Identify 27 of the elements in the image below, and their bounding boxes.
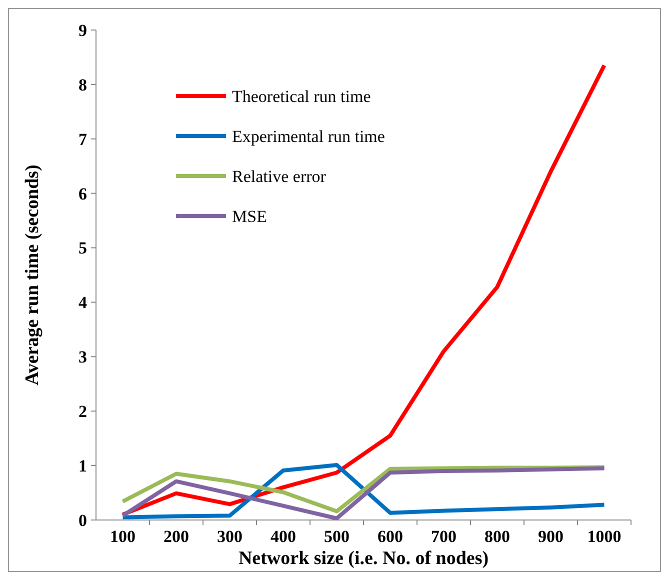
legend-label: Experimental run time — [232, 126, 385, 146]
y-tick-label: 5 — [78, 238, 87, 258]
line-series — [120, 63, 606, 517]
x-axis-title: Network size (i.e. No. of nodes) — [238, 548, 489, 569]
y-tick-label: 4 — [78, 293, 88, 312]
y-tick-label: 7 — [78, 130, 88, 149]
y-tick-label: 9 — [78, 20, 87, 40]
y-tick-label: 8 — [78, 75, 87, 94]
y-tick-label: 2 — [78, 402, 87, 422]
y-tick-label: 1 — [78, 456, 87, 476]
x-tick-label: 600 — [378, 527, 403, 546]
legend-label: Relative error — [232, 166, 326, 186]
y-tick-label: 6 — [78, 184, 87, 204]
x-tick-label: 700 — [431, 527, 456, 546]
legend-label: MSE — [232, 206, 267, 226]
y-axis-title: Average run time (seconds) — [22, 164, 43, 386]
y-tick-label: 3 — [78, 348, 87, 367]
x-tick-label: 300 — [217, 527, 242, 546]
x-tick-label: 1000 — [587, 527, 622, 546]
x-tick-label: 200 — [164, 527, 189, 546]
x-tick-label: 100 — [110, 527, 136, 546]
x-tick-label: 800 — [484, 527, 510, 546]
x-tick-label: 900 — [538, 527, 564, 546]
x-tick-label: 500 — [324, 527, 350, 546]
y-tick-label: 0 — [78, 510, 87, 530]
legend-label: Theoretical run time — [232, 86, 371, 106]
x-tick-label: 400 — [270, 527, 296, 546]
